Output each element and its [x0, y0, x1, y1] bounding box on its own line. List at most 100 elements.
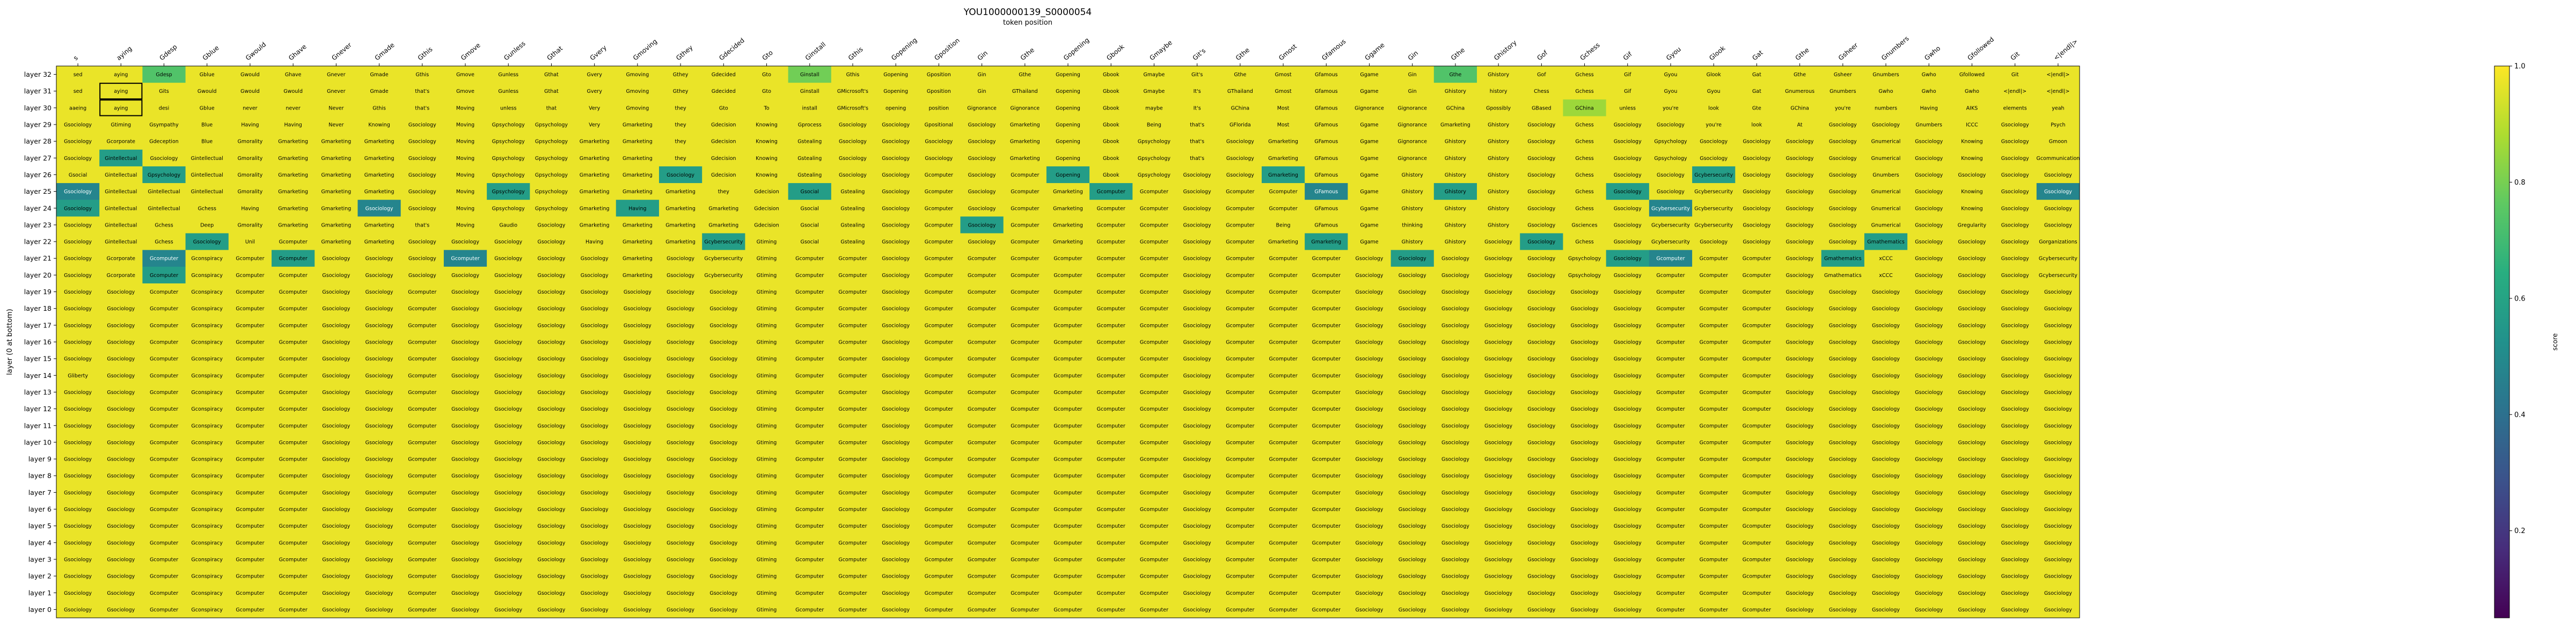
- heatmap-cell: [1778, 166, 1822, 184]
- cell-label: Gsociology: [1484, 574, 1512, 580]
- cell-label: Never: [328, 122, 343, 128]
- heatmap-cell: [1735, 99, 1779, 116]
- cell-label: Gcomputer: [1011, 557, 1039, 563]
- cell-label: Gcomputer: [1053, 473, 1082, 479]
- cell-label: Gcomputer: [1743, 323, 1771, 329]
- cell-label: Gsociology: [1872, 523, 1900, 529]
- cell-label: Gcomputer: [1053, 457, 1082, 463]
- cell-label: Gcomputer: [279, 557, 308, 563]
- heatmap-cell: [142, 200, 186, 217]
- cell-label: Gmarketing: [1053, 189, 1083, 195]
- cell-label: Gignorance: [1397, 156, 1427, 162]
- heatmap-cell: [142, 66, 186, 83]
- cell-label: Gcomputer: [1656, 490, 1685, 496]
- cell-label: Gsociology: [1872, 423, 1900, 429]
- heatmap-cell: [1649, 149, 1693, 167]
- cell-label: Gsociology: [1614, 172, 1642, 178]
- heatmap-cell: [99, 66, 143, 83]
- cell-label: Gstealing: [840, 189, 865, 195]
- cell-label: Gopening: [1056, 105, 1080, 111]
- cell-label: Ghistory: [1488, 139, 1509, 145]
- cell-label: Gsociology: [882, 222, 910, 228]
- heatmap-cell: [831, 200, 875, 217]
- heatmap-cell: [1477, 183, 1520, 200]
- cell-label: Gcomputer: [838, 574, 867, 580]
- cell-label: Gstealing: [797, 172, 822, 178]
- token-label: Git: [2009, 50, 2022, 62]
- cell-label: Gcomputer: [150, 356, 178, 362]
- cell-label: Gcomputer: [1011, 172, 1039, 178]
- cell-label: Gsociology: [1527, 356, 1555, 362]
- cell-label: Gcomputer: [1226, 557, 1254, 563]
- heatmap-cell: [1993, 66, 2037, 83]
- cell-label: Gcomputer: [1700, 590, 1728, 596]
- cell-label: Gcomputer: [150, 273, 178, 279]
- cell-label: Gtiming: [757, 273, 777, 279]
- cell-label: Gsociology: [1571, 356, 1599, 362]
- heatmap-cell: [917, 216, 961, 234]
- heatmap-cell: [1433, 116, 1477, 134]
- cell-label: Gsociology: [1786, 273, 1814, 279]
- cell-label: Gsociology: [64, 540, 92, 546]
- cell-label: Gcomputer: [968, 256, 996, 262]
- cell-label: Gsociology: [1872, 440, 1900, 446]
- cell-label: Gsociology: [581, 390, 609, 396]
- cell-label: Gsociology: [882, 607, 910, 613]
- heatmap-cell: [1046, 200, 1090, 217]
- cell-label: Gnumerical: [1871, 206, 1901, 211]
- cell-label: Gconspiracy: [191, 256, 223, 262]
- heatmap-cell: [1391, 83, 1435, 100]
- cell-label: Gsociology: [1786, 523, 1814, 529]
- cell-label: Gsympathy: [149, 122, 179, 128]
- heatmap-cell: [874, 200, 918, 217]
- cell-label: that's: [1190, 139, 1204, 145]
- cell-label: Gsociology: [1786, 156, 1814, 162]
- heatmap-cell: [272, 83, 315, 100]
- heatmap-cell: [1606, 183, 1650, 200]
- heatmap-cell: [1261, 83, 1305, 100]
- cell-label: Gnumbers: [1916, 122, 1942, 128]
- cell-label: Gcomputer: [968, 273, 996, 279]
- heatmap-cell: [831, 116, 875, 134]
- cell-label: Gcomputer: [838, 390, 867, 396]
- cell-label: Gcomputer: [1053, 574, 1082, 580]
- cell-label: Gsociology: [1441, 356, 1469, 362]
- heatmap-cell: [400, 200, 444, 217]
- heatmap-cell: [1692, 149, 1736, 167]
- cell-label: Gsociology: [537, 256, 565, 262]
- cell-label: Gsociology: [1484, 373, 1512, 379]
- cell-label: Gsociology: [1657, 172, 1685, 178]
- cell-label: Gpsychology: [492, 172, 525, 178]
- cell-label: Ginstall: [800, 89, 819, 94]
- cell-label: Gstealing: [797, 139, 822, 145]
- cell-label: Gcomputer: [1140, 323, 1168, 329]
- cell-label: Gnumerical: [1871, 222, 1901, 228]
- cell-label: Gcomputer: [838, 406, 867, 412]
- cell-label: Gsociology: [1183, 189, 1211, 195]
- cell-label: Gcomputer: [795, 273, 824, 279]
- cell-label: Gsociology: [1356, 507, 1384, 513]
- cell-label: Gsociology: [1872, 490, 1900, 496]
- cell-label: Gmarketing: [665, 189, 696, 195]
- cell-label: Gsociology: [1441, 540, 1469, 546]
- cell-label: Gcomputer: [838, 273, 867, 279]
- cell-label: Gsociology: [2044, 440, 2072, 446]
- cell-label: Gmarketing: [1268, 156, 1298, 162]
- cell-label: Gcomputer: [1097, 239, 1125, 245]
- heatmap-cell: [1778, 183, 1822, 200]
- cell-label: Gsociology: [1786, 139, 1814, 145]
- cell-label: Gcomputer: [150, 406, 178, 412]
- cell-label: Gsociology: [1183, 607, 1211, 613]
- heatmap-cell: [1692, 183, 1736, 200]
- cell-label: Gcomputer: [1226, 189, 1254, 195]
- cell-label: Moving: [456, 156, 474, 162]
- cell-label: Gcomputer: [1743, 289, 1771, 295]
- cell-label: Ggame: [1360, 206, 1378, 211]
- cell-label: Gtiming: [757, 406, 777, 412]
- heatmap-cell: [1003, 99, 1047, 116]
- cell-label: Gsociology: [64, 423, 92, 429]
- heatmap-cell: [702, 133, 745, 150]
- cell-label: Gcomputer: [279, 340, 308, 346]
- cell-label: Gsociology: [1829, 122, 1857, 128]
